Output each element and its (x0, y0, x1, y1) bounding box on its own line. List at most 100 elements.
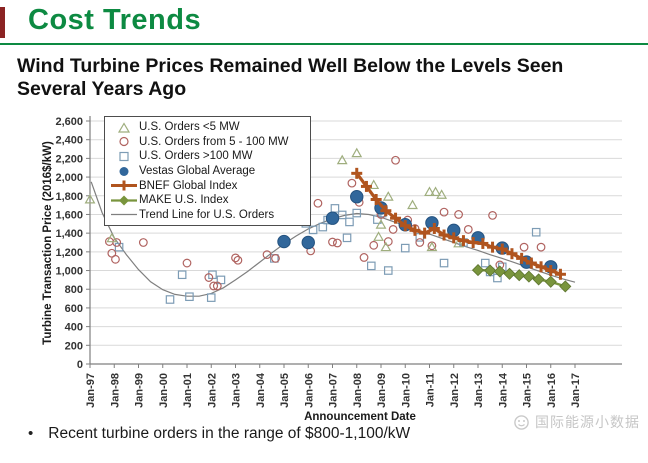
red-accent-bar (0, 7, 5, 38)
us-orders-gt-100mw-legend-square-icon (109, 150, 139, 163)
point-us-orders-5-100mw (536, 242, 546, 252)
green-divider (0, 43, 648, 45)
point-us-orders-gt-100mw (165, 295, 175, 304)
point-us-orders-5-100mw (347, 178, 357, 188)
point-us-orders-gt-100mw (342, 233, 352, 243)
point-us-orders-5-100mw (332, 238, 342, 248)
x-axis-tick-label: Jan-07 (328, 373, 340, 408)
point-us-orders-5-100mw (231, 253, 240, 263)
point-us-orders-5-100mw (313, 198, 323, 208)
point-make-us-index (559, 280, 572, 293)
point-us-orders-lt-5mw (430, 186, 441, 197)
y-axis-tick-label: 2,400 (55, 135, 83, 147)
point-us-orders-gt-100mw (531, 227, 541, 237)
point-vestas-global-average (301, 235, 315, 250)
point-us-orders-5-100mw (369, 240, 379, 250)
watermark: 国际能源小数据 (513, 412, 640, 432)
vestas-global-average-legend-circle-filled-icon (109, 165, 139, 178)
x-axis-tick-label: Jan-12 (449, 373, 461, 408)
point-us-orders-gt-100mw (185, 292, 194, 302)
x-axis-tick-label: Jan-09 (376, 373, 388, 408)
point-us-orders-gt-100mw (439, 258, 449, 268)
legend-label: U.S. Orders <5 MW (139, 121, 240, 134)
point-us-orders-5-100mw (388, 225, 398, 234)
point-us-orders-lt-5mw (373, 231, 385, 241)
point-us-orders-gt-100mw (345, 217, 354, 227)
legend-item-us-orders-lt-5mw: U.S. Orders <5 MW (109, 120, 305, 135)
point-make-us-index (522, 270, 535, 283)
point-us-orders-5-100mw (111, 254, 120, 264)
point-make-us-index (503, 267, 516, 280)
point-make-us-index (513, 269, 526, 282)
point-us-orders-lt-5mw (368, 179, 380, 190)
y-axis-tick-label: 1,600 (55, 209, 83, 221)
point-vestas-global-average (277, 234, 291, 249)
point-us-orders-gt-100mw (114, 242, 124, 252)
legend-label: U.S. Orders from 5 - 100 MW (139, 135, 289, 148)
x-axis-tick-label: Jan-04 (255, 372, 267, 408)
point-us-orders-gt-100mw (206, 293, 216, 302)
legend-label: Vestas Global Average (139, 165, 256, 178)
x-axis-tick-label: Jan-08 (352, 373, 364, 408)
point-us-orders-gt-100mw (308, 225, 318, 235)
y-axis-tick-label: 1,800 (55, 191, 83, 203)
y-axis-tick-label: 2,200 (55, 153, 83, 165)
point-make-us-index (544, 275, 557, 288)
point-us-orders-5-100mw (454, 210, 464, 219)
point-us-orders-5-100mw (138, 238, 148, 247)
legend-item-vestas-global-average: Vestas Global Average (109, 164, 305, 179)
y-axis-tick-label: 200 (65, 340, 83, 352)
x-axis-tick-label: Jan-99 (134, 373, 146, 408)
point-us-orders-5-100mw (112, 238, 122, 247)
point-us-orders-5-100mw (262, 250, 272, 260)
point-us-orders-lt-5mw (106, 232, 118, 243)
x-axis-tick-label: Jan-10 (400, 373, 412, 408)
watermark-text: 国际能源小数据 (535, 414, 640, 430)
point-us-orders-5-100mw (439, 207, 449, 217)
y-axis-tick-label: 1,000 (55, 266, 83, 278)
bullet-row: • Recent turbine orders in the range of … (28, 424, 410, 444)
point-us-orders-gt-100mw (318, 222, 328, 232)
x-axis-tick-label: Jan-15 (522, 373, 534, 408)
point-us-orders-lt-5mw (380, 241, 392, 252)
make-us-index-legend-diamond-icon (109, 194, 139, 207)
point-us-orders-5-100mw (488, 210, 497, 220)
point-make-us-index (493, 265, 506, 278)
y-axis-tick-label: 1,200 (55, 247, 83, 259)
point-make-us-index (532, 273, 545, 286)
point-make-us-index (471, 264, 485, 277)
point-us-orders-lt-5mw (351, 147, 363, 158)
point-us-orders-lt-5mw (84, 193, 96, 204)
point-us-orders-5-100mw (383, 237, 393, 246)
point-us-orders-gt-100mw (400, 243, 410, 253)
point-us-orders-lt-5mw (375, 219, 387, 229)
x-axis-tick-label: Jan-01 (182, 373, 194, 408)
point-us-orders-gt-100mw (330, 204, 340, 213)
trend-line-legend-line-icon (109, 208, 139, 221)
point-us-orders-gt-100mw (352, 208, 362, 218)
y-axis-tick-label: 400 (65, 322, 83, 334)
x-axis-tick-label: Jan-97 (85, 373, 97, 408)
legend-label: U.S. Orders >100 MW (139, 150, 253, 163)
x-axis-tick-label: Jan-16 (546, 373, 558, 408)
y-axis-title: Turbine Transaction Price (2016$/kW) (42, 141, 54, 345)
x-axis-title: Announcement Date (304, 411, 416, 423)
legend-item-make-us-index: MAKE U.S. Index (109, 193, 305, 208)
watermark-logo-icon (514, 414, 529, 430)
point-vestas-global-average (350, 190, 364, 204)
legend-item-bnef-global-index: BNEF Global Index (109, 178, 305, 193)
x-axis-tick-label: Jan-14 (497, 372, 509, 408)
point-us-orders-gt-100mw (383, 266, 393, 275)
legend-label: BNEF Global Index (139, 179, 238, 192)
y-axis-tick-label: 2,000 (55, 172, 83, 184)
y-axis-tick-label: 1,400 (55, 228, 83, 240)
point-us-orders-5-100mw (212, 281, 222, 291)
chart-legend: U.S. Orders <5 MW U.S. Orders from 5 - 10… (104, 116, 311, 227)
y-axis-tick-label: 0 (77, 359, 83, 371)
us-orders-5-100mw-legend-circle-icon (109, 135, 139, 148)
point-us-orders-gt-100mw (367, 261, 376, 271)
legend-item-us-orders-gt-100mw: U.S. Orders >100 MW (109, 149, 305, 164)
point-us-orders-5-100mw (209, 281, 219, 291)
